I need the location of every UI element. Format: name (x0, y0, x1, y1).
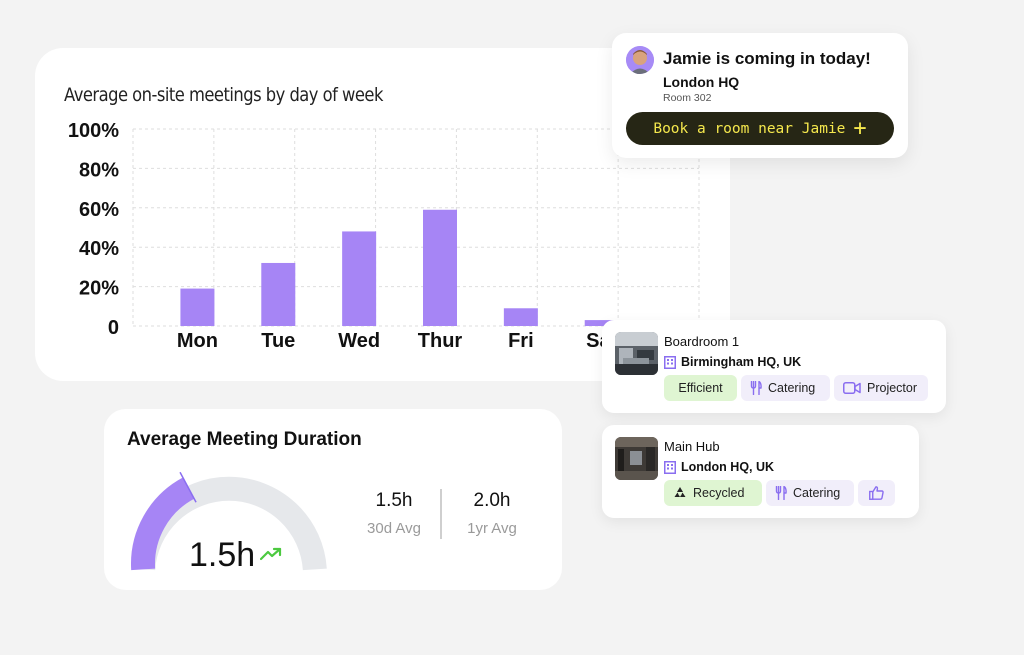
room-card-boardroom-1[interactable]: Boardroom 1 Birmingham HQ, UK Efficient … (602, 320, 946, 413)
tag-projector: Projector (834, 375, 928, 401)
room-location: London HQ, UK (664, 460, 774, 474)
building-icon (664, 355, 676, 369)
tag-label: Catering (768, 381, 816, 395)
colleague-notification-card: Jamie is coming in today! London HQ Room… (612, 33, 908, 158)
bar-tue (261, 262, 296, 326)
room-card-main-hub[interactable]: Main Hub London HQ, UK Recycled Catering (602, 425, 919, 518)
room-tags: Efficient Catering Projector (664, 375, 928, 401)
tag-label: Catering (793, 486, 841, 500)
bar-sat (584, 320, 619, 326)
x-tick-label: Tue (261, 330, 295, 352)
avatar (626, 46, 654, 74)
room-photo (615, 332, 658, 375)
y-tick-label: 40% (79, 238, 119, 260)
tag-label: Efficient (678, 381, 723, 395)
bar-thur (423, 209, 457, 326)
bar-chart: 100%80%60%40%20%0MonTueWedThurFriSat (68, 120, 700, 352)
trend-up-icon (260, 547, 282, 561)
stat-30d: 1.5h 30d Avg (349, 490, 439, 537)
meeting-duration-card: Average Meeting Duration 1.5h 1.5h 30d A… (104, 409, 562, 590)
gauge-needle (179, 471, 197, 503)
y-tick-label: 100% (68, 120, 119, 142)
duration-title: Average Meeting Duration (127, 429, 362, 450)
stat-30d-value: 1.5h (375, 490, 413, 511)
stat-divider (440, 489, 442, 539)
recycle-icon (674, 487, 686, 497)
tag-catering: Catering (741, 375, 830, 401)
thumbs-up-icon (869, 486, 884, 500)
stat-1yr-value: 2.0h (473, 490, 511, 511)
plus-icon: + (853, 115, 867, 141)
tag-recycled: Recycled (664, 480, 762, 506)
gauge-value: 1.5h (189, 536, 256, 574)
room-tags: Recycled Catering (664, 480, 895, 506)
cutlery-icon (775, 486, 787, 500)
bar-fri (503, 308, 538, 326)
room-location-label: Birmingham HQ, UK (681, 355, 802, 369)
x-tick-label: Wed (338, 330, 380, 352)
room-location: Birmingham HQ, UK (664, 355, 801, 369)
notification-room: Room 302 (663, 92, 712, 104)
notification-location: London HQ (663, 74, 740, 90)
x-tick-label: Fri (508, 330, 534, 352)
notification-title: Jamie is coming in today! (663, 49, 871, 68)
stat-1yr-label: 1yr Avg (467, 520, 517, 537)
room-photo (615, 437, 658, 480)
bar-mon (180, 288, 215, 326)
video-camera-icon (843, 382, 861, 394)
bar-wed (342, 231, 377, 326)
building-icon (664, 460, 676, 474)
book-room-label: Book a room near Jamie (653, 120, 846, 137)
tag-catering: Catering (766, 480, 854, 506)
y-tick-label: 80% (79, 159, 119, 181)
room-location-label: London HQ, UK (681, 460, 775, 474)
tag-label: Projector (867, 381, 918, 395)
y-tick-label: 60% (79, 199, 119, 221)
room-name: Boardroom 1 (664, 334, 740, 349)
tag-thumbs-up[interactable] (858, 480, 895, 506)
y-tick-label: 0 (108, 317, 119, 339)
x-tick-label: Mon (177, 330, 218, 352)
duration-gauge (131, 471, 327, 571)
chart-title: Average on-site meetings by day of week (64, 84, 383, 106)
stat-30d-label: 30d Avg (367, 520, 421, 537)
book-room-button[interactable]: Book a room near Jamie + (626, 112, 894, 145)
x-tick-label: Thur (418, 330, 463, 352)
stat-1yr: 2.0h 1yr Avg (447, 490, 537, 537)
room-name: Main Hub (664, 439, 720, 454)
tag-efficient: Efficient (664, 375, 737, 401)
cutlery-icon (750, 381, 762, 395)
y-tick-label: 20% (79, 278, 119, 300)
gauge-fill (131, 477, 195, 571)
tag-label: Recycled (693, 486, 745, 500)
